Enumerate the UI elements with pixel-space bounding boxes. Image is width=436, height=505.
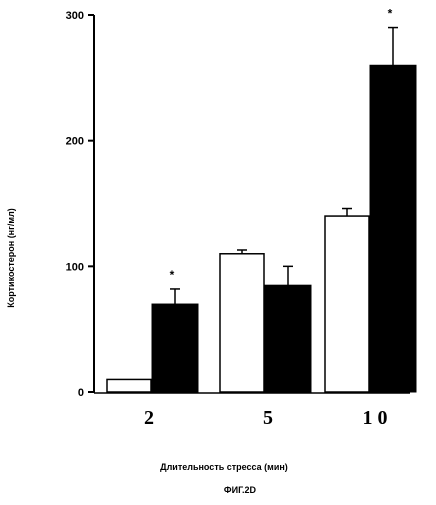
y-axis-label: Кортикостерон (нг/мл) <box>6 208 16 307</box>
bar-filled-series <box>265 285 311 392</box>
x-axis-label: Длительность стресса (мин) <box>160 462 288 472</box>
x-category-label: 2 <box>144 407 154 429</box>
y-tick-label: 100 <box>66 261 84 273</box>
x-category-label: 1 0 <box>363 407 388 429</box>
significance-marker: * <box>170 268 175 282</box>
x-axis-category-labels: 2 5 1 0 <box>144 407 388 429</box>
bar-open-series <box>220 254 264 392</box>
figure-caption: ФИГ.2D <box>224 485 257 495</box>
bar-open-series <box>107 379 151 392</box>
bars: ** <box>107 7 416 392</box>
y-tick-label: 200 <box>66 136 84 148</box>
y-tick-label: 0 <box>78 387 84 399</box>
bar-filled-series <box>370 65 416 392</box>
significance-marker: * <box>388 7 393 21</box>
bar-open-series <box>325 216 369 392</box>
y-axis-ticks: 0 100 200 300 <box>66 10 94 399</box>
x-category-label: 5 <box>263 407 273 429</box>
y-tick-label: 300 <box>66 10 84 22</box>
bar-filled-series <box>152 304 198 392</box>
